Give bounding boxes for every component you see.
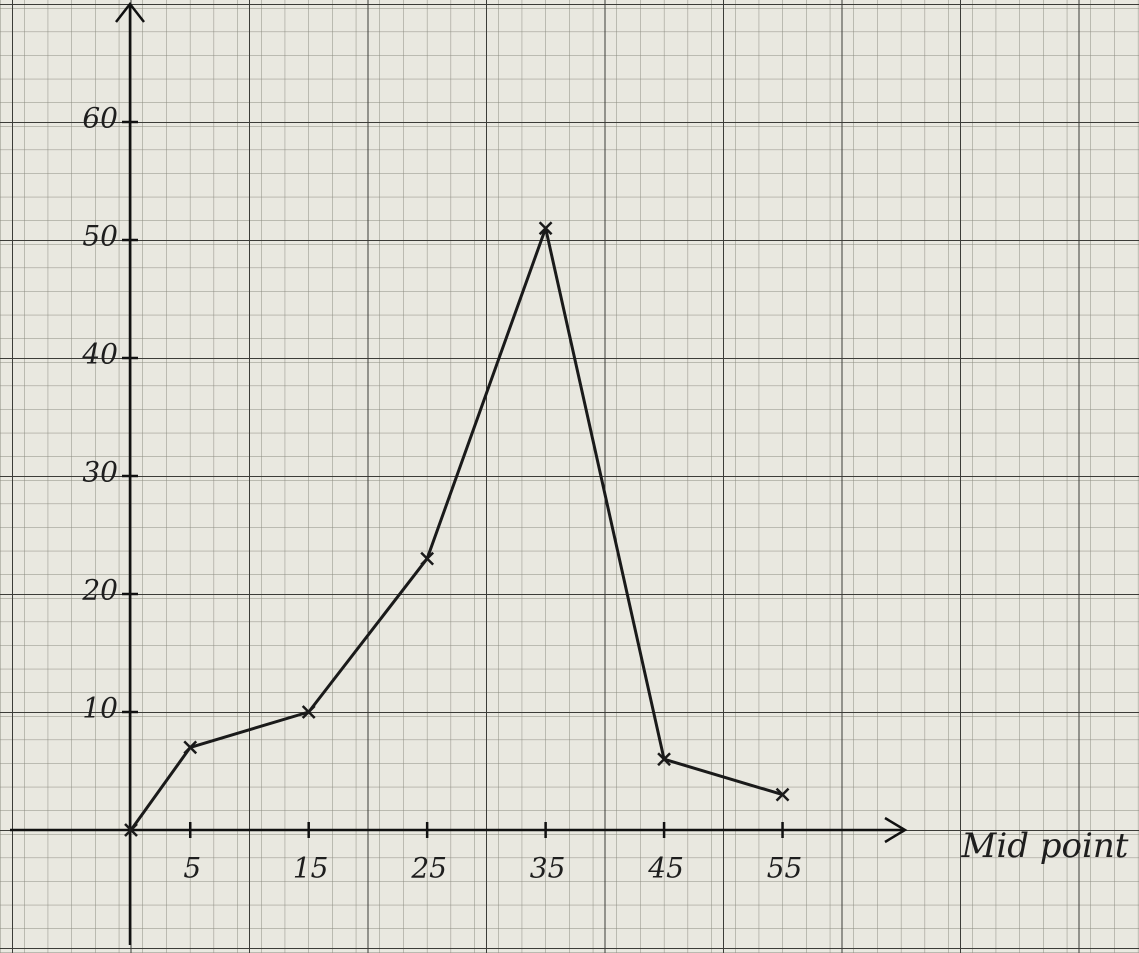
x-tick-label: 35: [530, 852, 566, 885]
y-tick-label: 50: [82, 220, 118, 253]
y-tick-label: 40: [81, 338, 118, 371]
x-tick-label: 15: [293, 852, 329, 885]
x-tick-label: 5: [183, 852, 201, 885]
y-tick-label: 30: [82, 456, 118, 489]
y-tick-label: 60: [82, 102, 118, 135]
graph-grid: [0, 0, 1139, 953]
x-tick-label: 45: [647, 852, 684, 885]
x-tick-label: 55: [767, 852, 803, 885]
y-tick-label: 20: [81, 574, 118, 607]
x-axis-label: Mid point: [961, 826, 1129, 866]
x-tick-label: 25: [410, 852, 447, 885]
chart: Mid point 10 20 30 40 50 60 5 15 25 35 45 55: [0, 0, 1139, 953]
y-tick-label: 10: [82, 692, 118, 725]
